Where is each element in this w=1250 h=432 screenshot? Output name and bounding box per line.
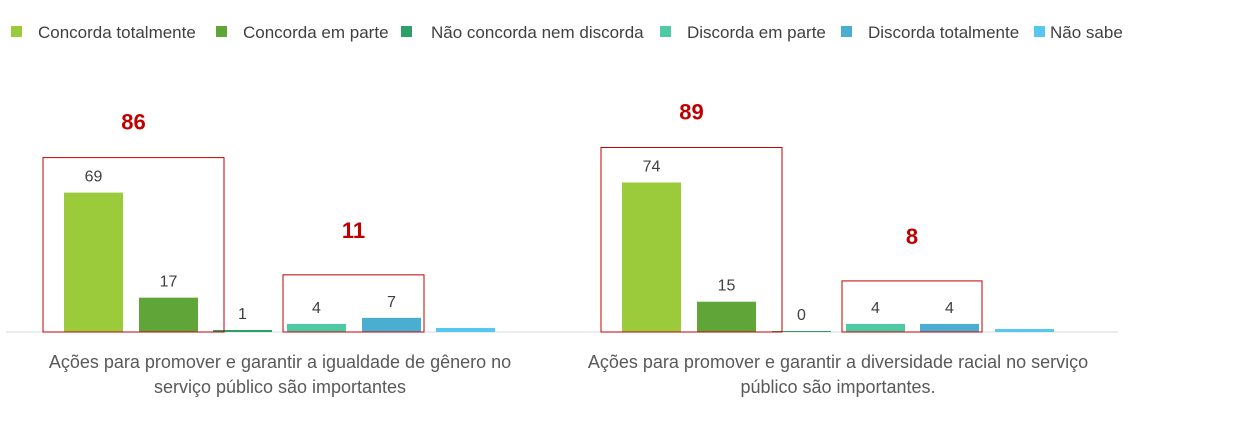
data-label: 17 — [160, 274, 178, 291]
bar — [995, 328, 1054, 332]
bar — [436, 327, 495, 332]
bar — [697, 301, 756, 332]
legend-swatch — [11, 26, 22, 37]
legend-label: Concorda em parte — [243, 23, 389, 42]
legend-label: Discorda totalmente — [868, 23, 1019, 42]
bar — [362, 317, 421, 332]
data-label: 4 — [871, 300, 880, 317]
bar — [139, 297, 198, 332]
bar — [772, 331, 831, 332]
legend-label: Não sabe — [1050, 23, 1123, 42]
legend-label: Não concorda nem discorda — [431, 23, 644, 42]
bar — [64, 192, 123, 332]
bar — [622, 182, 681, 332]
bar-group: 74 15 0 4 4 89 8 Ações para promover e garantir… — [588, 100, 1088, 397]
data-label: 1 — [238, 306, 247, 323]
data-label: 7 — [387, 294, 396, 311]
bar-groups: 69 17 1 4 7 86 11 Ações para promover e garanti… — [42, 100, 1088, 397]
legend-label: Discorda em parte — [687, 23, 826, 42]
bar — [287, 323, 346, 332]
bar — [920, 323, 979, 332]
disagree-total: 8 — [906, 224, 918, 249]
legend-label: Concorda totalmente — [38, 23, 196, 42]
data-label: 15 — [718, 278, 736, 295]
data-label: 0 — [797, 307, 806, 324]
bar — [213, 329, 272, 332]
disagree-highlight-box — [282, 274, 425, 333]
bar-group: 69 17 1 4 7 86 11 Ações para promover e garanti… — [42, 110, 511, 397]
disagree-total: 11 — [342, 218, 365, 243]
agree-total: 89 — [679, 100, 703, 125]
agree-highlight-box — [42, 157, 225, 333]
legend-swatch — [216, 26, 227, 37]
data-label: 4 — [312, 300, 321, 317]
category-label: Ações para promover e garantir a igualda… — [49, 352, 511, 397]
agree-highlight-box — [600, 147, 783, 333]
legend-swatch — [1034, 26, 1045, 37]
data-label: 4 — [945, 300, 954, 317]
legend-swatch — [841, 26, 852, 37]
disagree-highlight-box — [841, 280, 983, 333]
bar — [846, 323, 905, 332]
legend-swatch — [660, 26, 671, 37]
legend: Concorda totalmente Concorda em parte Não … — [11, 23, 1123, 42]
agree-total: 86 — [121, 110, 145, 135]
data-label: 69 — [85, 169, 103, 186]
category-label: Ações para promover e garantir a diversi… — [588, 352, 1088, 397]
legend-swatch — [401, 26, 412, 37]
data-label: 74 — [643, 159, 661, 176]
